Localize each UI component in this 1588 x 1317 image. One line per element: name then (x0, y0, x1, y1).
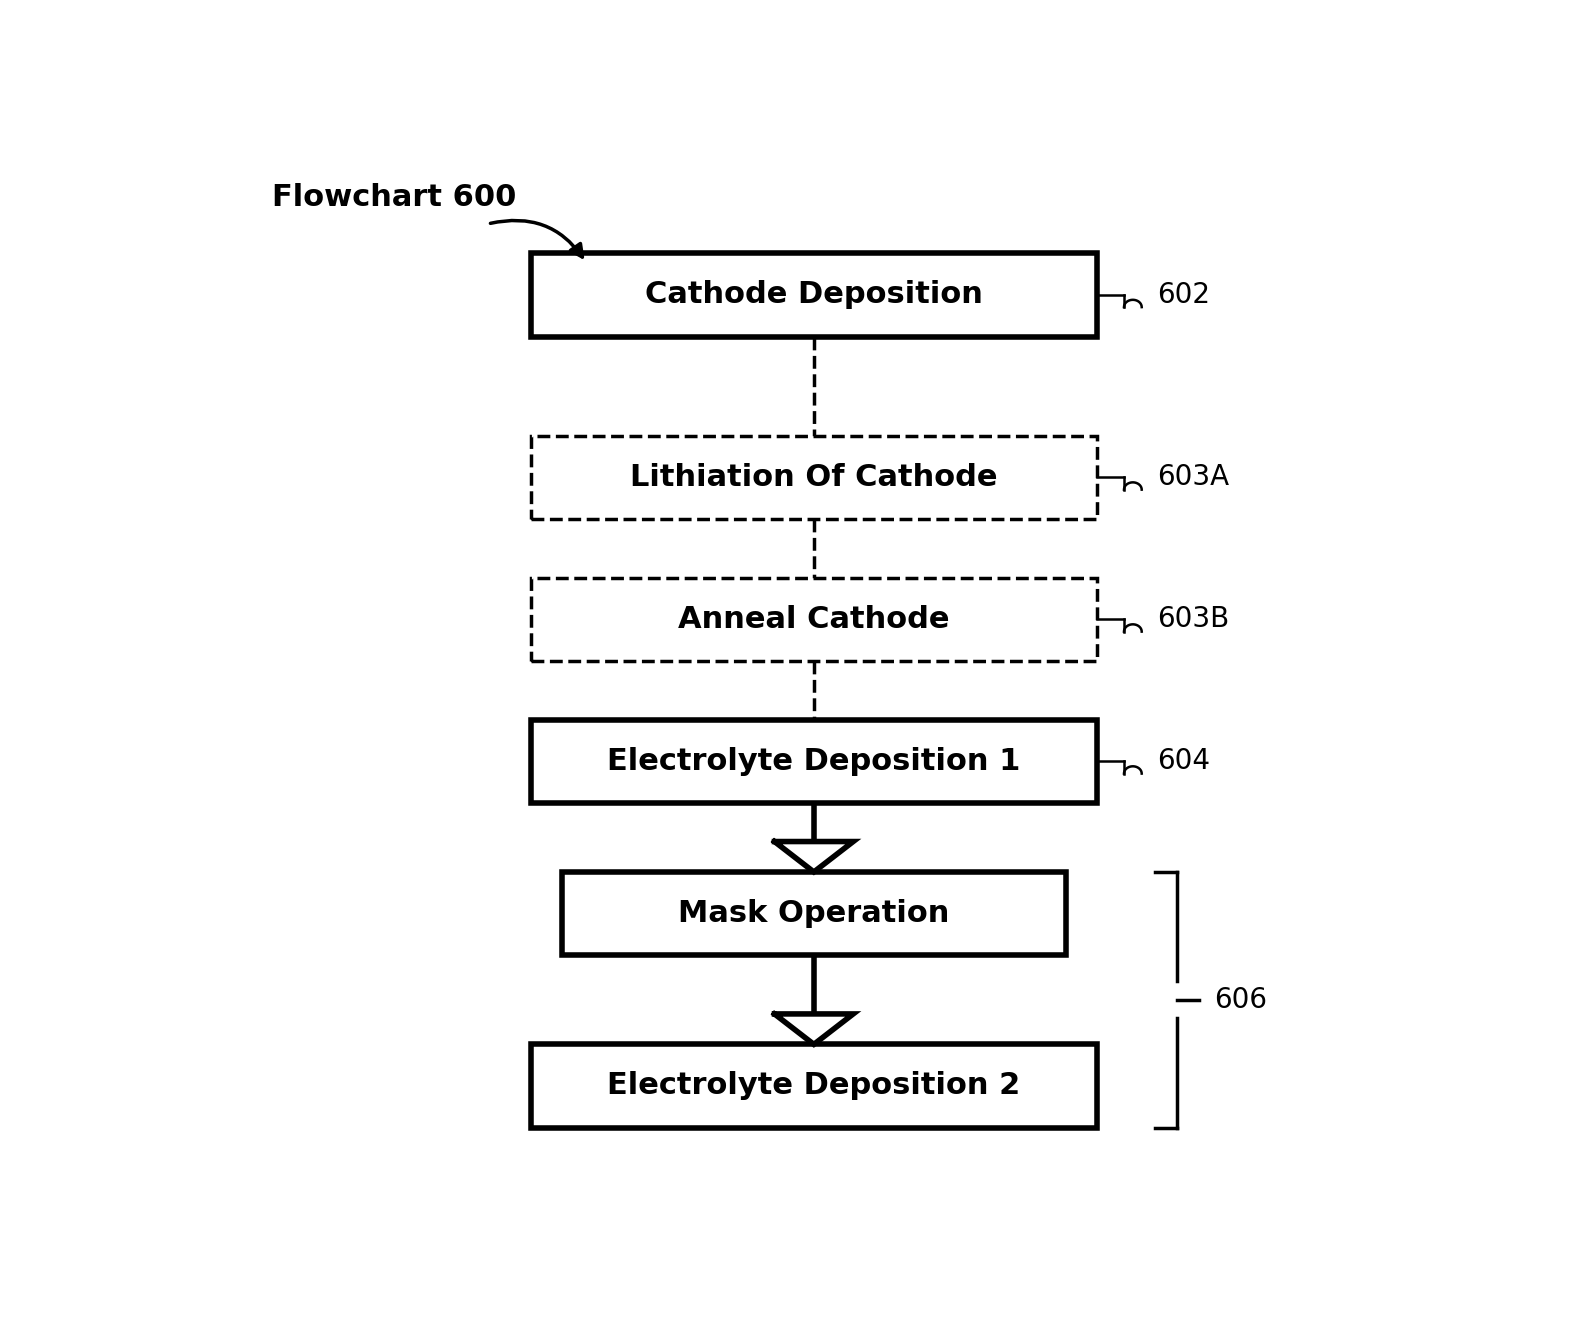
Text: 603A: 603A (1158, 464, 1229, 491)
Text: Electrolyte Deposition 2: Electrolyte Deposition 2 (607, 1072, 1021, 1101)
Text: 602: 602 (1158, 281, 1210, 309)
FancyBboxPatch shape (562, 872, 1066, 955)
Text: Flowchart 600: Flowchart 600 (273, 183, 516, 212)
FancyBboxPatch shape (530, 720, 1097, 803)
Text: 604: 604 (1158, 748, 1210, 776)
Text: Mask Operation: Mask Operation (678, 900, 950, 928)
FancyBboxPatch shape (530, 1044, 1097, 1127)
FancyBboxPatch shape (530, 436, 1097, 519)
Text: Lithiation Of Cathode: Lithiation Of Cathode (630, 464, 997, 493)
Polygon shape (775, 842, 853, 872)
Text: Cathode Deposition: Cathode Deposition (645, 281, 983, 309)
Polygon shape (775, 1014, 853, 1044)
Text: 606: 606 (1213, 985, 1267, 1014)
Text: Anneal Cathode: Anneal Cathode (678, 605, 950, 633)
FancyBboxPatch shape (530, 253, 1097, 337)
Text: 603B: 603B (1158, 606, 1229, 633)
FancyBboxPatch shape (530, 578, 1097, 661)
Text: Electrolyte Deposition 1: Electrolyte Deposition 1 (607, 747, 1021, 776)
